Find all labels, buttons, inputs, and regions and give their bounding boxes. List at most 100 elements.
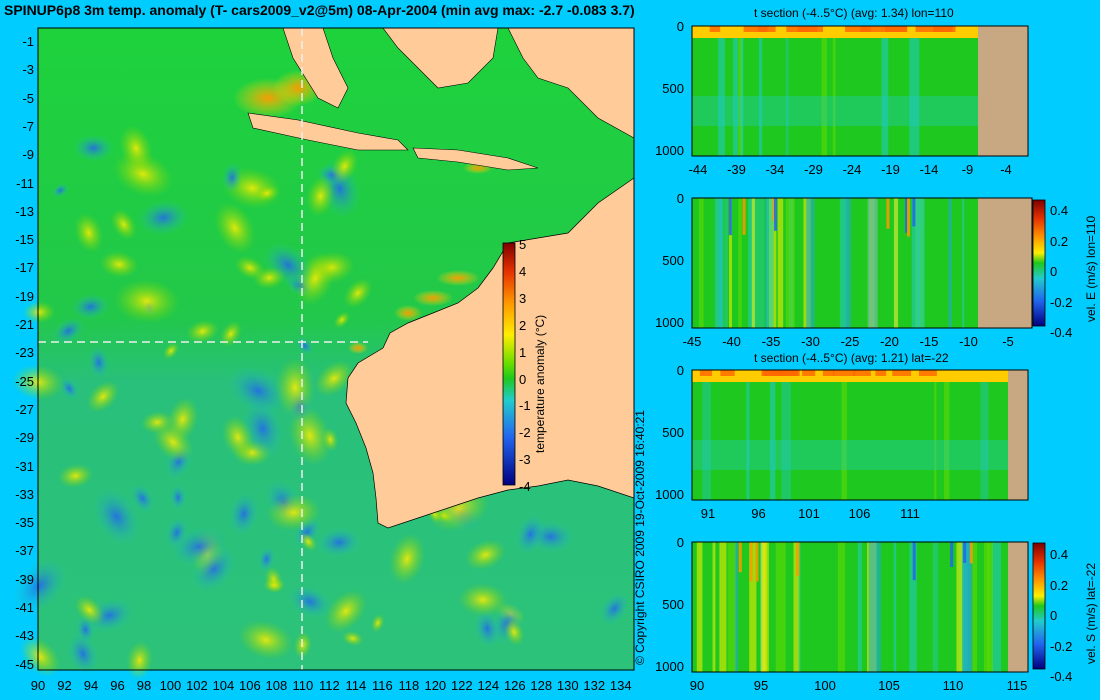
section-jet — [950, 542, 954, 568]
section-x-tick: -5 — [1002, 334, 1014, 349]
map-anomaly-eddy — [219, 320, 242, 347]
map-anomaly-eddy — [51, 183, 70, 198]
t-section-lon-title: t section (-4..5°C) (avg: 1.34) lon=110 — [754, 6, 954, 20]
map-anomaly-eddy — [165, 516, 189, 549]
section-stripe — [714, 198, 724, 328]
vel-e-colorbar-label: vel. E (m/s) lon=110 — [1084, 215, 1098, 322]
vel-e-colorbar-tick: 0.4 — [1050, 203, 1069, 218]
map-anomaly-eddy — [465, 539, 506, 570]
t-section-lat-title: t section (-4..5°C) (avg: 1.21) lat=-22 — [754, 351, 949, 365]
section-stripe — [956, 542, 963, 672]
section-stripe — [932, 542, 939, 672]
section-x-tick: 111 — [900, 506, 920, 521]
section-stripe — [839, 198, 848, 328]
section-x-tick: -25 — [840, 334, 860, 349]
section-x-tick: 110 — [942, 678, 964, 693]
section-jet — [796, 542, 800, 576]
map-y-tick: -39 — [15, 571, 34, 587]
map-y-tick: -7 — [22, 118, 34, 134]
map-warm-anomaly — [348, 342, 368, 354]
section-x-tick: -4 — [1000, 162, 1012, 177]
section-colorbar-tick: 0.2 — [1050, 233, 1069, 249]
map-anomaly-eddy — [110, 208, 137, 241]
map-anomaly-eddy — [238, 620, 294, 660]
map-anomaly-eddy — [314, 360, 354, 397]
section-stripe — [893, 198, 899, 328]
section-colorbar-tick: 0.4 — [1050, 547, 1069, 562]
section-jet — [912, 198, 916, 227]
map-anomaly-eddy — [153, 421, 194, 463]
section-stripe — [727, 542, 736, 672]
section-hot-patch — [933, 26, 956, 32]
section-stripe — [934, 370, 937, 500]
map-y-tick: -17 — [15, 260, 34, 276]
map-y-tick: -3 — [22, 62, 34, 78]
section-hot-patch — [802, 370, 816, 376]
section-hot-patch — [845, 26, 869, 32]
map-anomaly-eddy — [330, 149, 359, 184]
map-anomaly-eddy — [503, 617, 525, 646]
map-warm-anomaly — [436, 270, 480, 286]
section-stripe — [781, 370, 791, 500]
map-anomaly-eddy — [316, 527, 362, 558]
map-x-tick: 96 — [110, 678, 125, 693]
section-stripe — [718, 26, 725, 156]
map-y-tick: -45 — [15, 656, 34, 672]
section-stripe — [958, 542, 968, 672]
map-anomaly-eddy — [99, 251, 139, 278]
section-frame — [691, 197, 1033, 329]
section-hot-patch — [786, 26, 808, 32]
section-bottom — [1008, 370, 1028, 500]
map-x-tick: 104 — [212, 678, 235, 693]
map-x-tick: 122 — [450, 678, 473, 693]
section-stripe — [881, 26, 889, 156]
map-y-tick: -29 — [15, 430, 34, 446]
section-colorbar-tick: 0 — [1050, 608, 1058, 623]
section-colorbar-tick: -0.2 — [1050, 638, 1073, 654]
map-anomaly-eddy — [186, 319, 219, 343]
section-hot-patch — [772, 370, 800, 376]
section-stripe — [943, 370, 950, 500]
section-hot-patch — [892, 370, 912, 376]
section-frame — [691, 25, 1029, 157]
map-y-tick: -1 — [22, 34, 34, 49]
map-colorbar — [502, 242, 516, 486]
map-anomaly-eddy — [87, 346, 110, 379]
vel-s-section-plot — [691, 541, 1029, 673]
section-x-tick: -30 — [801, 334, 820, 349]
section-hot-patch — [797, 26, 823, 32]
section-frame — [691, 541, 1029, 673]
section-colorbar-tick: 0 — [1050, 264, 1058, 279]
map-anomaly-eddy — [257, 546, 276, 573]
map-warm-anomaly — [413, 290, 453, 306]
section-x-tick: 95 — [753, 678, 769, 693]
map-anomaly-eddy — [514, 513, 546, 556]
map-anomaly-eddy — [169, 484, 187, 511]
section-jet — [907, 198, 911, 237]
map-anomaly-eddy — [287, 584, 333, 619]
section-y-tick: 1000 — [655, 143, 684, 158]
section-background — [692, 370, 1028, 500]
map-x-tick: 94 — [83, 678, 99, 693]
section-x-tick: -24 — [842, 162, 862, 177]
section-stripe — [875, 542, 879, 672]
map-anomaly-eddy — [137, 199, 190, 236]
section-stripe — [766, 198, 774, 328]
section-stripe — [972, 542, 978, 672]
section-stripe — [832, 26, 836, 156]
section-stripe — [785, 198, 795, 328]
map-y-tick: -35 — [15, 515, 34, 531]
section-x-tick: 101 — [798, 506, 820, 521]
section-bottom — [1008, 542, 1028, 672]
section-stripe — [909, 26, 920, 156]
map-x-tick: 90 — [30, 678, 46, 693]
map-anomaly-field — [11, 70, 630, 681]
map-anomaly-eddy — [254, 184, 280, 202]
map-colorbar-tick: 2 — [519, 317, 527, 333]
section-x-tick: 91 — [700, 506, 716, 521]
section-stripe — [738, 26, 743, 156]
section-hot-patch — [699, 370, 713, 376]
section-stripe — [877, 542, 882, 672]
map-colorbar-tick: -2 — [519, 425, 531, 441]
section-hot-patch — [761, 370, 775, 376]
